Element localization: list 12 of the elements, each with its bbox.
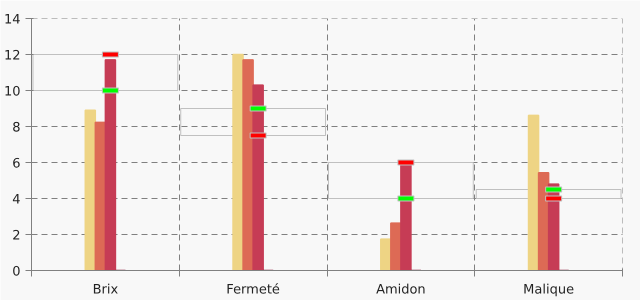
y-tick-label: 4 xyxy=(12,192,21,208)
x-tick-label: Fermeté xyxy=(226,282,280,298)
y-tick-label: 14 xyxy=(4,12,21,28)
y-tick-label: 2 xyxy=(12,228,21,244)
y-tick-label: 6 xyxy=(12,156,21,172)
y-tick-label: 10 xyxy=(4,84,21,100)
y-tick-label: 8 xyxy=(12,120,21,136)
x-tick-label: Amidon xyxy=(376,282,426,298)
y-tick-label: 12 xyxy=(4,48,21,64)
x-tick-label: Malique xyxy=(523,282,574,298)
y-tick-label: 0 xyxy=(12,264,21,280)
x-tick-label: Brix xyxy=(92,282,118,298)
